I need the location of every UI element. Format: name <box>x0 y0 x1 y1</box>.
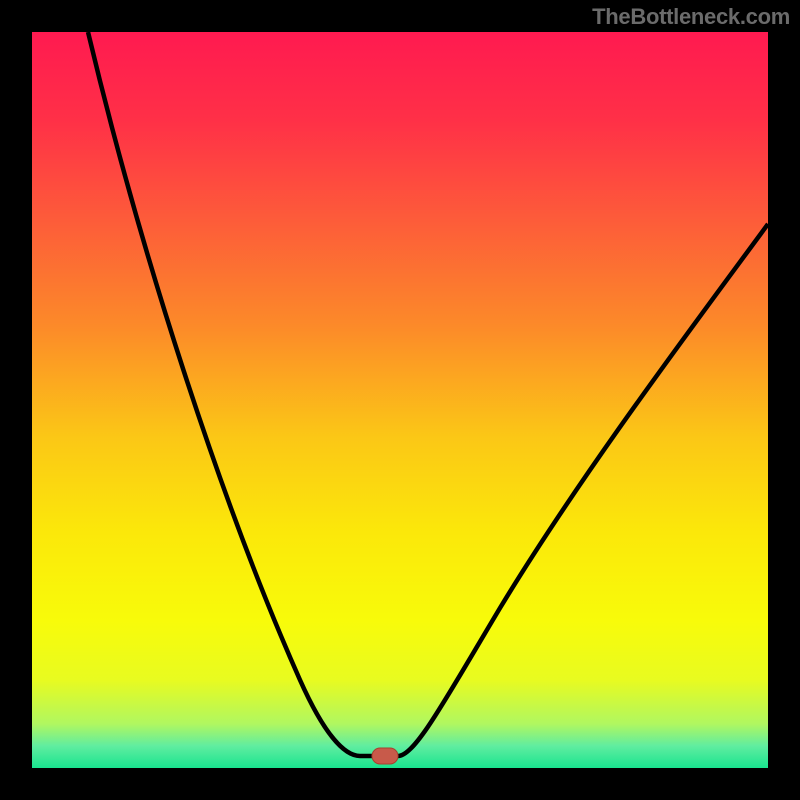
bottleneck-chart <box>0 0 800 800</box>
minimum-marker <box>372 748 398 764</box>
plot-background <box>32 32 768 768</box>
watermark-text: TheBottleneck.com <box>592 4 790 30</box>
chart-container: TheBottleneck.com <box>0 0 800 800</box>
